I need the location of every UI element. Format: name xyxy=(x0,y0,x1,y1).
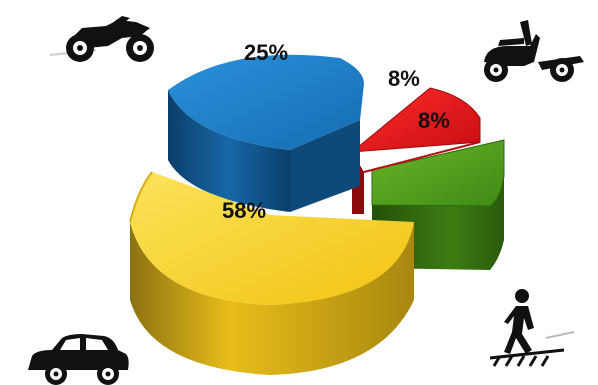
pedestrian-icon xyxy=(489,289,575,367)
slice-label-green: 8% xyxy=(418,108,450,133)
slice-label-red: 8% xyxy=(388,66,420,91)
pie-slice-blue xyxy=(168,54,364,212)
pie-slice-yellow xyxy=(129,171,414,375)
scooter-icon xyxy=(484,20,584,82)
slice-label-blue: 25% xyxy=(244,40,288,65)
slice-label-yellow: 58% xyxy=(222,198,266,223)
motorcycle-icon xyxy=(49,16,154,62)
car-icon xyxy=(28,334,129,385)
